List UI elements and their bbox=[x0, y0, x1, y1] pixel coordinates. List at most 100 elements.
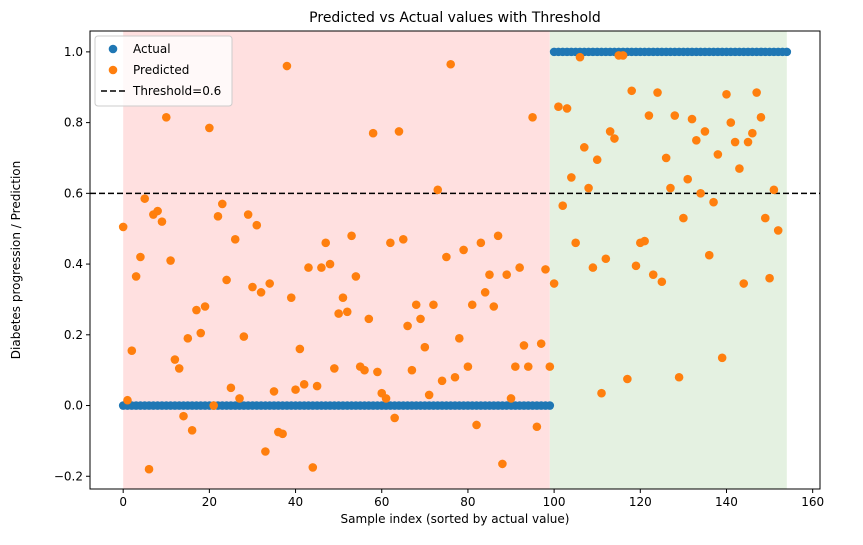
predicted-point bbox=[644, 111, 654, 120]
predicted-point bbox=[515, 263, 524, 272]
predicted-point bbox=[364, 314, 374, 324]
predicted-point bbox=[312, 381, 322, 391]
predicted-point bbox=[351, 272, 361, 281]
predicted-point bbox=[368, 128, 378, 138]
predicted-point bbox=[743, 137, 753, 147]
predicted-point bbox=[205, 123, 214, 133]
predicted-point bbox=[661, 153, 671, 163]
predicted-point bbox=[683, 174, 693, 184]
y-tick-label: 0.6 bbox=[64, 186, 83, 200]
predicted-point bbox=[235, 394, 244, 403]
predicted-point bbox=[217, 199, 227, 209]
predicted-point bbox=[485, 270, 494, 279]
predicted-point bbox=[403, 321, 412, 331]
predicted-point bbox=[601, 254, 611, 264]
predicted-point bbox=[278, 429, 287, 439]
predicted-point bbox=[670, 111, 680, 120]
x-tick-label: 20 bbox=[202, 495, 217, 509]
predicted-point bbox=[605, 127, 615, 136]
predicted-point bbox=[136, 252, 145, 262]
predicted-point bbox=[187, 425, 197, 435]
predicted-point bbox=[700, 127, 710, 136]
predicted-point bbox=[127, 346, 137, 356]
predicted-point bbox=[519, 341, 529, 350]
predicted-point bbox=[674, 372, 684, 382]
predicted-point bbox=[480, 288, 490, 297]
predicted-point bbox=[269, 387, 279, 396]
predicted-point bbox=[347, 231, 356, 241]
predicted-point bbox=[588, 263, 598, 272]
x-tick-label: 140 bbox=[715, 495, 738, 509]
predicted-point bbox=[687, 114, 697, 124]
actual-point bbox=[782, 47, 792, 57]
x-tick-label: 100 bbox=[543, 495, 566, 509]
chart-title: Predicted vs Actual values with Threshol… bbox=[309, 10, 601, 26]
predicted-point bbox=[575, 52, 585, 62]
predicted-point bbox=[549, 279, 559, 288]
predicted-point bbox=[226, 383, 236, 393]
y-axis-label: Diabetes progression / Prediction bbox=[9, 161, 23, 359]
predicted-point bbox=[562, 104, 572, 113]
predicted-point bbox=[174, 364, 184, 373]
x-tick-label: 60 bbox=[374, 495, 389, 509]
predicted-point bbox=[713, 150, 723, 159]
predicted-point bbox=[437, 376, 447, 386]
background-regions bbox=[123, 31, 787, 489]
predicted-point bbox=[752, 88, 761, 97]
x-axis-ticks: 0 20 40 60 80 100 120 140 160 bbox=[119, 489, 824, 509]
predicted-point bbox=[506, 394, 516, 403]
predicted-point bbox=[179, 411, 188, 421]
predicted-point bbox=[476, 238, 486, 248]
x-tick-label: 0 bbox=[119, 495, 127, 509]
predicted-point bbox=[511, 362, 520, 371]
predicted-point bbox=[579, 143, 589, 152]
actual-point bbox=[545, 401, 555, 410]
predicted-point bbox=[386, 238, 395, 248]
predicted-point bbox=[429, 300, 438, 310]
predicted-point bbox=[769, 185, 779, 195]
predicted-point bbox=[756, 112, 766, 122]
predicted-point bbox=[739, 279, 749, 288]
predicted-point bbox=[472, 420, 481, 430]
y-tick-label: 0.4 bbox=[64, 257, 83, 271]
predicted-point bbox=[183, 334, 193, 343]
predicted-point bbox=[748, 128, 757, 138]
predicted-point bbox=[299, 380, 309, 389]
legend-entry-threshold: Threshold=0.6 bbox=[101, 84, 221, 98]
predicted-point bbox=[321, 238, 331, 248]
predicted-point bbox=[118, 222, 128, 232]
predicted-point bbox=[230, 235, 240, 244]
predicted-point bbox=[467, 300, 477, 310]
predicted-point bbox=[631, 261, 641, 271]
predicted-point bbox=[304, 263, 313, 272]
predicted-point bbox=[726, 118, 736, 127]
predicted-point bbox=[373, 367, 382, 377]
predicted-point bbox=[424, 390, 434, 400]
x-tick-label: 120 bbox=[629, 495, 652, 509]
legend-box bbox=[94, 35, 233, 107]
predicted-point bbox=[286, 293, 296, 302]
predicted-point bbox=[498, 459, 507, 469]
predicted-point bbox=[140, 194, 150, 203]
predicted-point bbox=[765, 273, 774, 283]
predicted-point bbox=[528, 112, 537, 122]
predicted-point bbox=[463, 362, 473, 371]
y-tick-label: 0.2 bbox=[64, 328, 83, 342]
legend-label: Threshold=0.6 bbox=[132, 84, 221, 98]
predicted-point bbox=[442, 252, 451, 262]
predicted-point bbox=[696, 189, 705, 198]
predicted-point bbox=[196, 328, 206, 338]
predicted-point bbox=[360, 365, 369, 375]
predicted-point bbox=[394, 127, 404, 136]
predicted-point bbox=[541, 265, 550, 274]
predicted-point bbox=[166, 256, 175, 265]
plot-frame bbox=[89, 30, 821, 490]
y-tick-label: −0.2 bbox=[54, 469, 83, 483]
predicted-point bbox=[545, 362, 555, 371]
predicted-point bbox=[657, 277, 667, 287]
x-axis-label: Sample index (sorted by actual value) bbox=[341, 512, 570, 526]
predicted-point bbox=[640, 236, 649, 246]
predicted-point bbox=[213, 212, 223, 221]
predicted-point bbox=[248, 282, 257, 292]
